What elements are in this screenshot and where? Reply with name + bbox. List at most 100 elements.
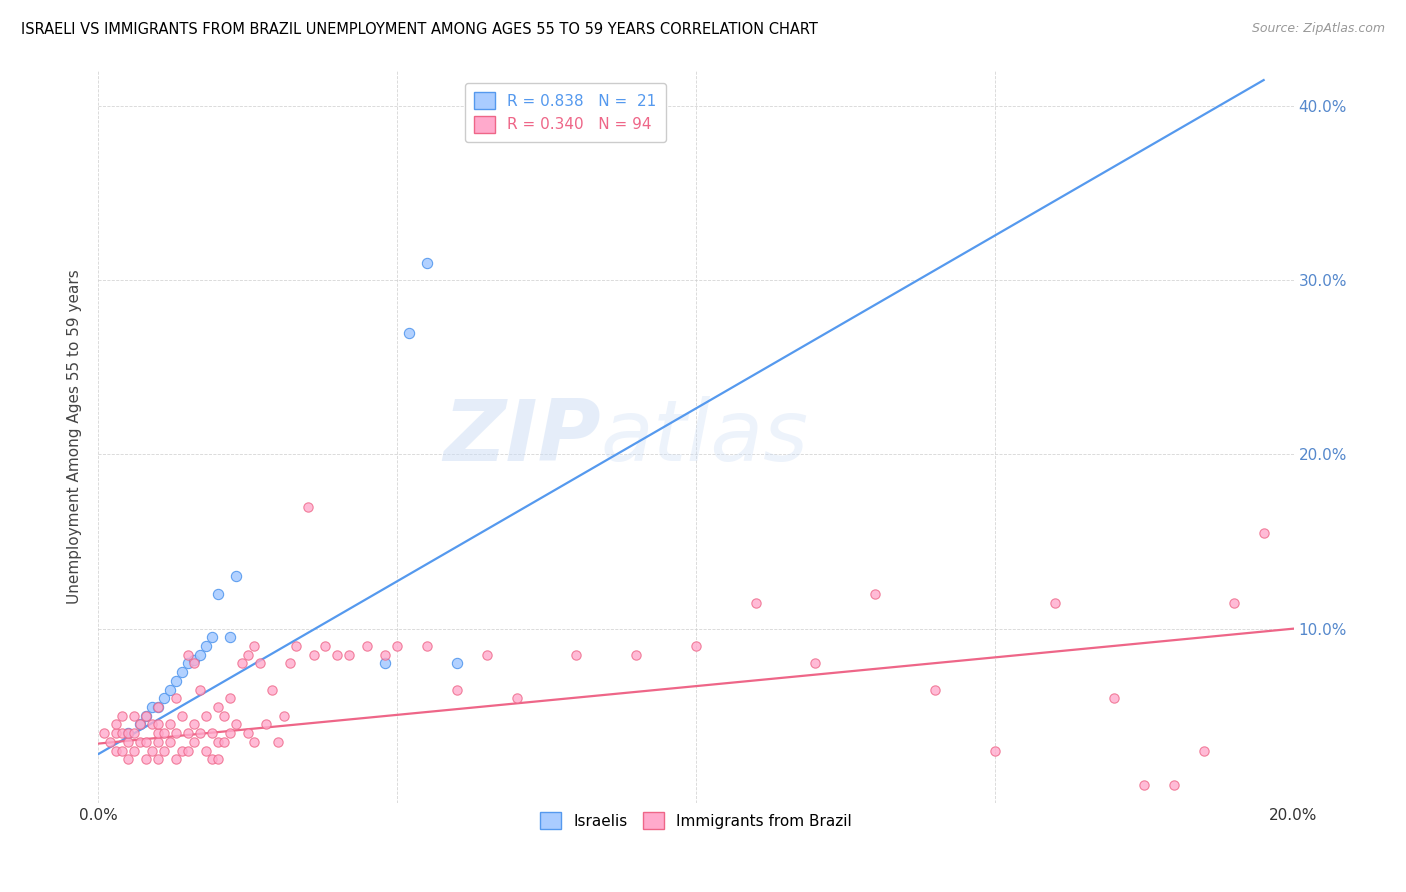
Point	[219, 726, 242, 740]
Point	[374, 648, 396, 662]
Point	[129, 717, 152, 731]
Point	[117, 726, 139, 740]
Point	[1253, 525, 1275, 540]
Point	[243, 735, 266, 749]
Point	[225, 569, 247, 583]
Point	[117, 735, 139, 749]
Point	[129, 717, 152, 731]
Point	[356, 639, 378, 653]
Y-axis label: Unemployment Among Ages 55 to 59 years: Unemployment Among Ages 55 to 59 years	[67, 269, 83, 605]
Point	[111, 726, 134, 740]
Point	[165, 726, 187, 740]
Point	[273, 708, 295, 723]
Point	[207, 587, 229, 601]
Point	[159, 682, 181, 697]
Point	[1223, 595, 1246, 609]
Point	[117, 726, 139, 740]
Point	[148, 752, 170, 766]
Point	[135, 752, 157, 766]
Point	[188, 682, 211, 697]
Point	[177, 648, 200, 662]
Point	[172, 743, 194, 757]
Point	[172, 665, 194, 680]
Point	[177, 726, 200, 740]
Point	[212, 708, 235, 723]
Point	[416, 639, 439, 653]
Point	[297, 500, 319, 514]
Text: atlas: atlas	[600, 395, 808, 479]
Point	[924, 682, 946, 697]
Point	[260, 682, 283, 697]
Point	[506, 691, 529, 706]
Point	[243, 639, 266, 653]
Point	[278, 657, 301, 671]
Point	[111, 743, 134, 757]
Point	[93, 726, 115, 740]
Point	[148, 717, 170, 731]
Point	[685, 639, 707, 653]
Point	[105, 726, 128, 740]
Point	[804, 657, 827, 671]
Point	[385, 639, 409, 653]
Point	[475, 648, 498, 662]
Point	[284, 639, 307, 653]
Legend: Israelis, Immigrants from Brazil: Israelis, Immigrants from Brazil	[534, 805, 858, 836]
Point	[219, 691, 242, 706]
Point	[183, 735, 205, 749]
Point	[565, 648, 588, 662]
Point	[105, 743, 128, 757]
Point	[165, 691, 187, 706]
Point	[254, 717, 277, 731]
Point	[1133, 778, 1156, 792]
Point	[865, 587, 887, 601]
Point	[339, 648, 361, 662]
Point	[135, 708, 157, 723]
Point	[231, 657, 253, 671]
Point	[984, 743, 1007, 757]
Point	[326, 648, 349, 662]
Point	[745, 595, 768, 609]
Point	[212, 735, 235, 749]
Point	[135, 735, 157, 749]
Point	[124, 726, 146, 740]
Point	[111, 708, 134, 723]
Point	[177, 743, 200, 757]
Point	[159, 735, 181, 749]
Point	[201, 752, 224, 766]
Text: ZIP: ZIP	[443, 395, 600, 479]
Point	[165, 673, 187, 688]
Point	[105, 717, 128, 731]
Point	[141, 717, 163, 731]
Point	[129, 735, 152, 749]
Point	[153, 743, 176, 757]
Point	[249, 657, 271, 671]
Point	[446, 682, 468, 697]
Point	[219, 631, 242, 645]
Point	[188, 726, 211, 740]
Point	[398, 326, 420, 340]
Point	[124, 743, 146, 757]
Point	[153, 726, 176, 740]
Point	[207, 752, 229, 766]
Point	[1192, 743, 1215, 757]
Point	[98, 735, 122, 749]
Point	[1043, 595, 1066, 609]
Point	[1163, 778, 1185, 792]
Point	[201, 726, 224, 740]
Point	[374, 657, 396, 671]
Point	[416, 256, 439, 270]
Point	[183, 653, 205, 667]
Point	[141, 700, 163, 714]
Point	[124, 708, 146, 723]
Point	[302, 648, 325, 662]
Point	[135, 708, 157, 723]
Point	[183, 657, 205, 671]
Point	[195, 639, 218, 653]
Point	[141, 743, 163, 757]
Point	[148, 726, 170, 740]
Point	[207, 735, 229, 749]
Point	[177, 657, 200, 671]
Point	[195, 743, 218, 757]
Point	[148, 735, 170, 749]
Point	[207, 700, 229, 714]
